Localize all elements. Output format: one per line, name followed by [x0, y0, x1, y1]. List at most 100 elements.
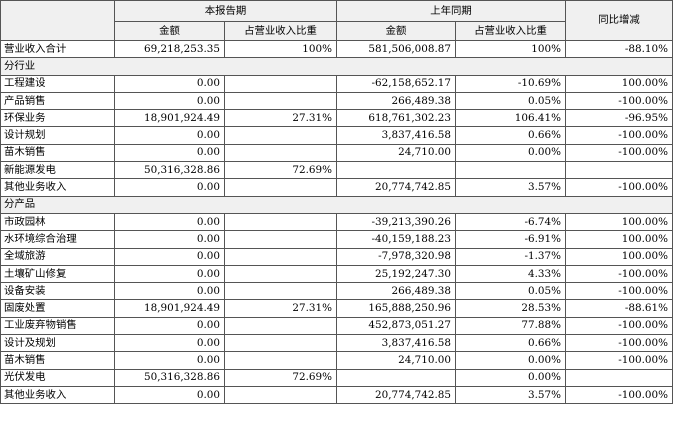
current-share	[224, 126, 337, 145]
prior-amount: 3,837,416.58	[336, 334, 456, 353]
current-amount: 18,901,924.49	[114, 109, 225, 128]
prior-amount: 618,761,302.23	[336, 109, 456, 128]
table-row: 其他业务收入 0.00 20,774,742.85 3.57% -100.00%	[0, 385, 673, 405]
table-row: 产品销售 0.00 266,489.38 0.05% -100.00%	[0, 91, 673, 111]
prior-amount: -7,978,320.98	[336, 247, 456, 266]
current-amount: 0.00	[114, 74, 225, 93]
row-label: 其他业务收入	[0, 385, 115, 405]
prior-share: 3.57%	[455, 385, 566, 405]
yoy-change: -100.00%	[565, 334, 673, 353]
prior-amount: -62,158,652.17	[336, 74, 456, 93]
table-row: 其他业务收入 0.00 20,774,742.85 3.57% -100.00%	[0, 178, 673, 197]
row-label: 工业废弃物销售	[0, 316, 115, 336]
table-row: 工程建设 0.00 -62,158,652.17 -10.69% 100.00%	[0, 74, 673, 93]
current-amount: 0.00	[114, 212, 225, 232]
current-share: 72.69%	[224, 161, 337, 180]
prior-amount: 452,873,051.27	[336, 316, 456, 336]
prior-share: 106.41%	[455, 109, 566, 128]
yoy-change: -96.95%	[565, 109, 673, 128]
row-label: 新能源发电	[0, 161, 115, 180]
header-corner-cell	[0, 0, 115, 41]
current-share	[224, 212, 337, 232]
current-share: 27.31%	[224, 299, 337, 318]
current-share	[224, 351, 337, 370]
header-prior-period: 上年同期	[336, 0, 566, 22]
table-row: 水环境综合治理 0.00 -40,159,188.23 -6.91% 100.00%	[0, 230, 673, 249]
row-label: 设计及规划	[0, 334, 115, 353]
current-share	[224, 178, 337, 197]
prior-amount: 20,774,742.85	[336, 385, 456, 405]
row-label: 工程建设	[0, 74, 115, 93]
yoy-change: -88.61%	[565, 299, 673, 318]
prior-amount	[336, 161, 456, 180]
row-label: 固废处置	[0, 299, 115, 318]
prior-share: 0.66%	[455, 334, 566, 353]
current-amount: 0.00	[114, 126, 225, 145]
prior-amount: -39,213,390.26	[336, 212, 456, 232]
current-share	[224, 385, 337, 405]
table-row: 全域旅游 0.00 -7,978,320.98 -1.37% 100.00%	[0, 247, 673, 266]
current-amount: 0.00	[114, 351, 225, 370]
prior-share: 0.05%	[455, 91, 566, 111]
section-header-row: 分行业	[0, 57, 673, 76]
prior-amount	[336, 368, 456, 387]
header-prior-amount: 金额	[336, 21, 456, 41]
yoy-change: 100.00%	[565, 230, 673, 249]
header-current-amount: 金额	[114, 21, 225, 41]
row-label: 土壤矿山修复	[0, 264, 115, 284]
header-row-2: 金额 占营业收入比重 金额 占营业收入比重	[0, 21, 673, 41]
yoy-change: -100.00%	[565, 91, 673, 111]
prior-share: 4.33%	[455, 264, 566, 284]
yoy-change	[565, 368, 673, 387]
prior-share: 28.53%	[455, 299, 566, 318]
yoy-change: -100.00%	[565, 385, 673, 405]
yoy-change: -100.00%	[565, 351, 673, 370]
yoy-change: -100.00%	[565, 178, 673, 197]
section-title: 分产品	[0, 195, 673, 214]
section-title: 分行业	[0, 57, 673, 76]
prior-amount: 3,837,416.58	[336, 126, 456, 145]
table-row: 固废处置 18,901,924.49 27.31% 165,888,250.96 28.…	[0, 299, 673, 318]
table-row: 环保业务 18,901,924.49 27.31% 618,761,302.23 106…	[0, 109, 673, 128]
prior-amount: 165,888,250.96	[336, 299, 456, 318]
yoy-change: -100.00%	[565, 316, 673, 336]
row-label: 苗木销售	[0, 351, 115, 370]
current-amount: 0.00	[114, 316, 225, 336]
row-label: 其他业务收入	[0, 178, 115, 197]
row-label: 产品销售	[0, 91, 115, 111]
row-label: 水环境综合治理	[0, 230, 115, 249]
current-amount: 0.00	[114, 334, 225, 353]
current-share	[224, 91, 337, 111]
header-current-period: 本报告期	[114, 0, 337, 22]
yoy-change: -100.00%	[565, 264, 673, 284]
row-label: 全域旅游	[0, 247, 115, 266]
table-row: 设计规划 0.00 3,837,416.58 0.66% -100.00%	[0, 126, 673, 145]
header-yoy-change: 同比增减	[565, 0, 673, 41]
current-amount: 0.00	[114, 282, 225, 301]
current-share: 72.69%	[224, 368, 337, 387]
yoy-change: 100.00%	[565, 247, 673, 266]
table-row: 新能源发电 50,316,328.86 72.69%	[0, 161, 673, 180]
current-amount: 0.00	[114, 264, 225, 284]
row-label: 市政园林	[0, 212, 115, 232]
total-prior-amount: 581,506,008.87	[336, 39, 456, 59]
prior-share: 0.66%	[455, 126, 566, 145]
current-amount: 0.00	[114, 230, 225, 249]
table-row: 设计及规划 0.00 3,837,416.58 0.66% -100.00%	[0, 334, 673, 353]
table-row: 设备安装 0.00 266,489.38 0.05% -100.00%	[0, 282, 673, 301]
header-current-share: 占营业收入比重	[224, 21, 337, 41]
prior-share: 0.00%	[455, 143, 566, 163]
header-prior-share: 占营业收入比重	[455, 21, 566, 41]
row-label: 设备安装	[0, 282, 115, 301]
total-current-amount: 69,218,253.35	[114, 39, 225, 59]
prior-share: -1.37%	[455, 247, 566, 266]
prior-share: 0.00%	[455, 368, 566, 387]
current-amount: 0.00	[114, 385, 225, 405]
table-row: 光伏发电 50,316,328.86 72.69% 0.00%	[0, 368, 673, 387]
revenue-breakdown: 本报告期 上年同期 同比增减 金额 占营业收入比重 金额 占营业收入比重 营业收…	[0, 0, 673, 405]
table-row: 苗木销售 0.00 24,710.00 0.00% -100.00%	[0, 143, 673, 163]
table-row: 市政园林 0.00 -39,213,390.26 -6.74% 100.00%	[0, 212, 673, 232]
current-share	[224, 264, 337, 284]
prior-amount: 266,489.38	[336, 282, 456, 301]
prior-amount: 266,489.38	[336, 91, 456, 111]
